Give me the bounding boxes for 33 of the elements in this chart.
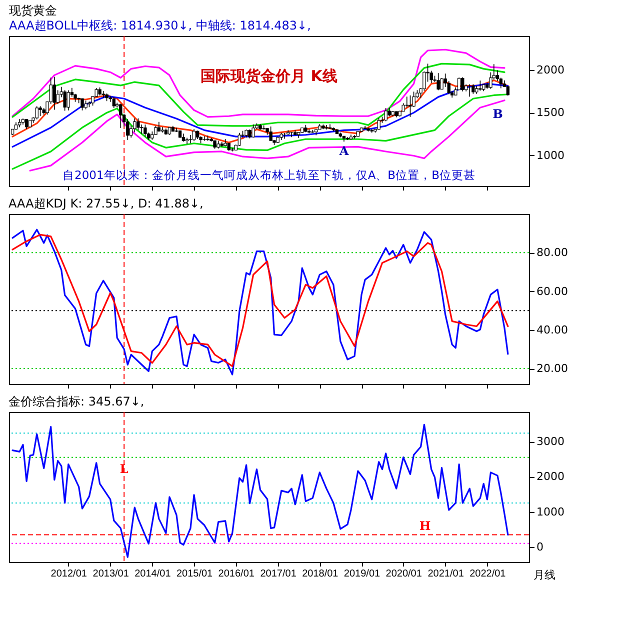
y-tick-label: 1000 (536, 148, 564, 162)
ref-line-label: H (419, 518, 431, 533)
chart-title: AAA超KDJ K: 27.55↓, D: 41.88↓, (8, 196, 204, 210)
x-tick-label: 2020/01 (386, 568, 422, 580)
y-tick-label: 40.00 (536, 323, 568, 336)
y-tick-label: 80.00 (536, 246, 568, 260)
chart-title: 现货黄金 (9, 4, 57, 18)
annotation: 自2001年以来：金价月线一气呵成从布林上轨至下轨，仅A、B位置，B位更甚 (62, 168, 476, 182)
x-tick-label: 2017/01 (260, 568, 297, 580)
y-tick-label: 20.00 (536, 362, 568, 376)
chart-subtitle: AAA超BOLL中枢线: 1814.930↓, 中轴线: 1814.483↓, (9, 18, 311, 32)
y-tick-label: 60.00 (536, 284, 568, 298)
x-tick-label: 2012/01 (50, 568, 88, 580)
x-tick-label: 2022/01 (470, 568, 506, 580)
x-tick-label: 2015/01 (176, 568, 214, 580)
annotation: 国际现货金价月 K线 (200, 67, 338, 85)
y-tick-label: 2000 (536, 64, 564, 77)
x-tick-label: 2021/01 (428, 568, 464, 580)
y-tick-label: 2000 (536, 470, 564, 484)
y-tick-label: 1500 (536, 106, 564, 120)
y-tick-label: 0 (536, 540, 544, 554)
y-tick-label: 3000 (536, 435, 564, 448)
ref-line-label: L (120, 462, 129, 476)
x-tick-label: 2013/01 (92, 568, 130, 580)
x-tick-label: 2016/01 (218, 568, 255, 580)
chart-title: 金价综合指标: 345.67↓, (8, 394, 144, 408)
x-axis-title: 月线 (534, 568, 556, 582)
annotation: B (492, 107, 503, 121)
annotation: A (338, 144, 350, 158)
y-tick-label: 1000 (536, 505, 564, 518)
x-tick-label: 2014/01 (134, 568, 172, 580)
x-tick-label: 2019/01 (344, 568, 381, 580)
x-tick-label: 2018/01 (302, 568, 339, 580)
